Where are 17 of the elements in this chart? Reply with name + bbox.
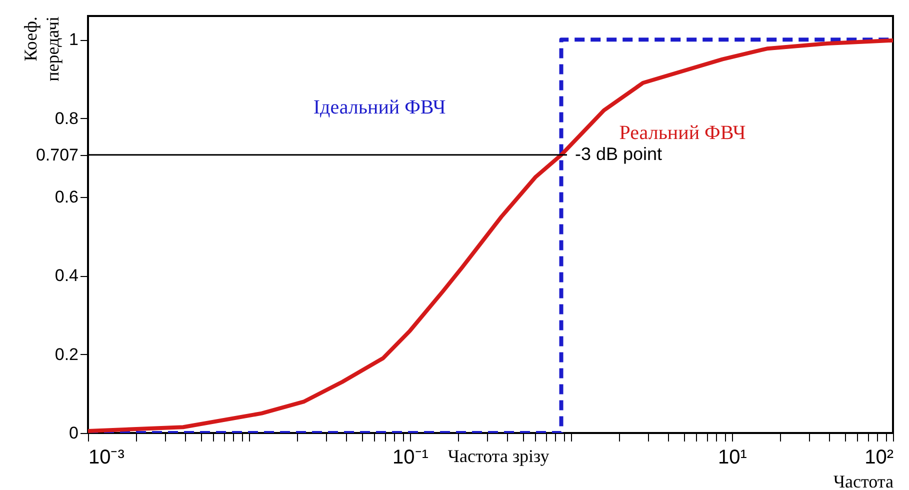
y-tick-label: 0.2 [54,344,78,364]
series-label: Реальний ФВЧ [619,122,746,144]
y-tick-label: 1 [69,30,78,50]
ref-line-label: -3 dB point [574,144,662,164]
x-tick-label: 10⁻¹ [392,446,429,468]
text: Ідеальний ФВЧ [313,96,446,119]
y-tick-label: 0.8 [54,108,78,128]
x-tick-label: 10² [864,446,894,468]
x-tick-label: 10¹ [718,446,748,468]
x-tick-label: 10⁻³ [88,446,125,468]
y-tick-label: 0.6 [54,187,78,206]
text: Частота зрізу [448,446,550,466]
y-axis-title: Коеф. передачі [20,16,62,82]
x-axis-title: Частота [833,472,894,490]
y-tick-label: 0 [69,424,78,442]
y-tick-label: 0.707 [36,145,78,164]
y-tick-label: 0.4 [54,266,78,286]
